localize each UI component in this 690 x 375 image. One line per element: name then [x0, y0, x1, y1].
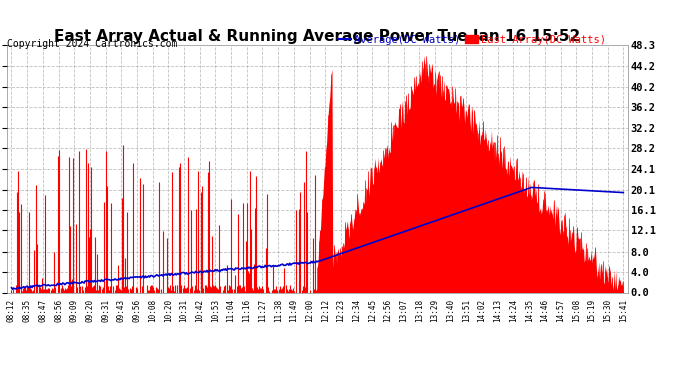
Title: East Array Actual & Running Average Power Tue Jan 16 15:52: East Array Actual & Running Average Powe…: [55, 29, 580, 44]
Text: Copyright 2024 Cartronics.com: Copyright 2024 Cartronics.com: [7, 39, 177, 50]
Legend: Average(DC Watts), East Array(DC Watts): Average(DC Watts), East Array(DC Watts): [334, 30, 610, 49]
